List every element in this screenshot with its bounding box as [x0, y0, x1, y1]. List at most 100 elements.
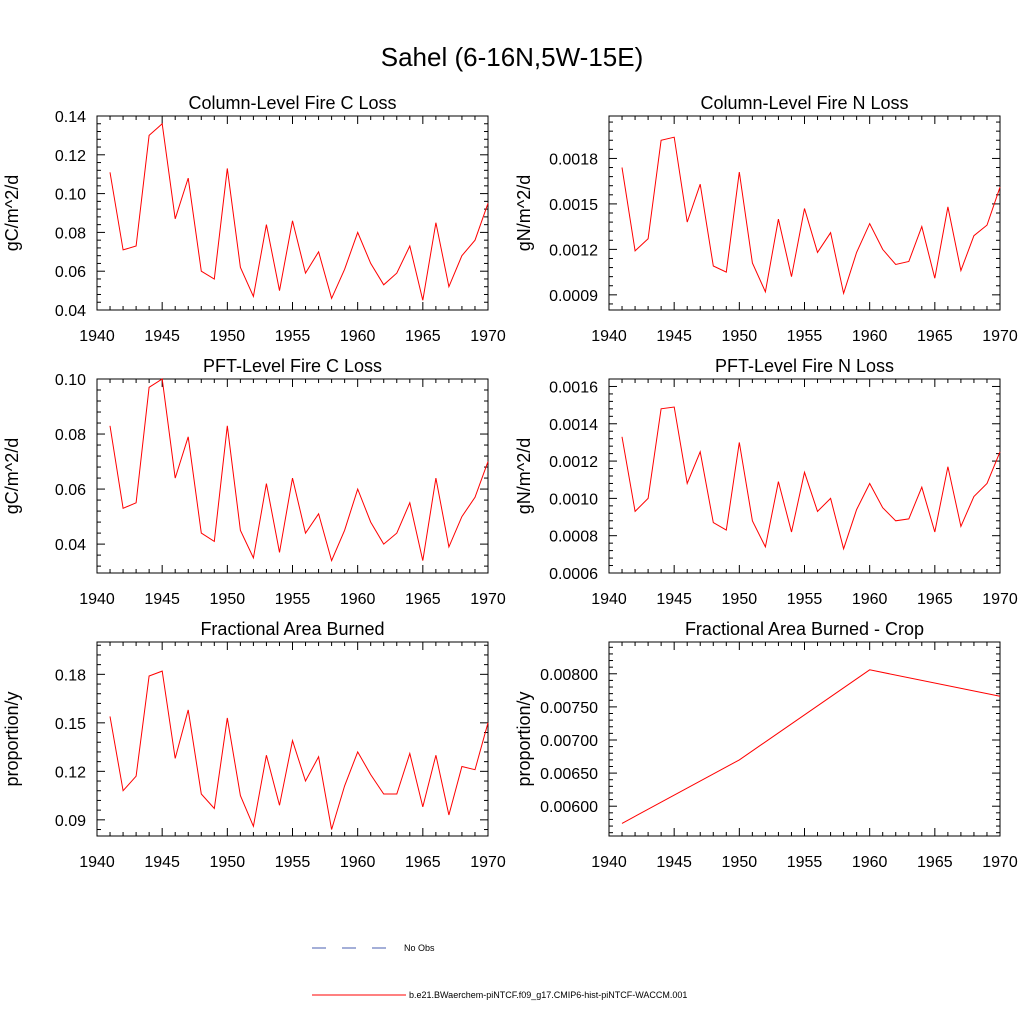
- x-tick-label: 1945: [144, 591, 180, 608]
- series-line: [109, 378, 489, 563]
- x-tick-label: 1945: [656, 854, 692, 871]
- x-tick-label: 1945: [144, 854, 180, 871]
- y-tick-label: 0.0012: [549, 242, 598, 259]
- x-tick-label: 1970: [982, 591, 1018, 608]
- y-tick-label: 0.0006: [549, 566, 598, 583]
- y-tick-label: 0.08: [55, 427, 86, 444]
- panel-title: Column-Level Fire C Loss: [188, 93, 396, 113]
- x-tick-label: 1965: [917, 854, 953, 871]
- x-tick-label: 1960: [852, 591, 888, 608]
- panel-6: Fractional Area Burned - Crop proportion/…: [514, 619, 1018, 871]
- x-tick-label: 1950: [722, 328, 758, 345]
- y-axis-label: gC/m^2/d: [2, 175, 22, 251]
- y-tick-label: 0.06: [55, 264, 86, 281]
- x-tick-label: 1940: [591, 591, 627, 608]
- y-tick-label: 0.08: [55, 225, 86, 242]
- y-tick-label: 0.14: [55, 109, 86, 126]
- series-line: [621, 406, 1001, 551]
- y-tick-label: 0.00600: [540, 799, 598, 816]
- y-tick-label: 0.12: [55, 764, 86, 781]
- y-tick-label: 0.04: [55, 537, 86, 554]
- x-tick-label: 1960: [852, 328, 888, 345]
- x-tick-label: 1960: [340, 591, 376, 608]
- y-tick-label: 0.06: [55, 482, 86, 499]
- x-tick-label: 1960: [340, 854, 376, 871]
- y-tick-label: 0.00650: [540, 766, 598, 783]
- y-tick-label: 0.04: [55, 303, 86, 320]
- x-tick-label: 1970: [982, 854, 1018, 871]
- x-tick-label: 1955: [787, 591, 823, 608]
- y-tick-label: 0.12: [55, 148, 86, 165]
- y-tick-label: 0.00750: [540, 700, 598, 717]
- x-tick-label: 1970: [470, 591, 506, 608]
- series-line: [109, 670, 489, 830]
- x-tick-label: 1950: [210, 854, 246, 871]
- x-tick-label: 1965: [405, 328, 441, 345]
- x-tick-label: 1955: [275, 328, 311, 345]
- panel-4: PFT-Level Fire N Loss gN/m^2/d 1940 1945 195…: [514, 356, 1018, 608]
- series-line: [621, 669, 1001, 824]
- plot-frame: [96, 115, 489, 311]
- panels: Column-Level Fire C Loss gC/m^2/d 1940 1945…: [2, 93, 1018, 871]
- x-tick-label: 1950: [722, 591, 758, 608]
- x-tick-label: 1940: [79, 328, 115, 345]
- plot-frame: [608, 115, 1001, 311]
- x-tick-label: 1950: [210, 328, 246, 345]
- y-tick-label: 0.0012: [549, 454, 598, 471]
- y-axis-label: gN/m^2/d: [514, 438, 534, 514]
- y-tick-label: 0.00800: [540, 667, 598, 684]
- x-tick-label: 1960: [852, 854, 888, 871]
- panel-title: PFT-Level Fire N Loss: [715, 356, 894, 376]
- y-tick-label: 0.15: [55, 716, 86, 733]
- legend-label-no-obs: No Obs: [404, 943, 435, 953]
- figure-title: Sahel (6-16N,5W-15E): [381, 42, 644, 72]
- panel-title: Fractional Area Burned: [200, 619, 384, 639]
- series-line: [109, 122, 489, 301]
- y-tick-label: 0.0010: [549, 491, 598, 508]
- y-tick-label: 0.0008: [549, 529, 598, 546]
- x-tick-label: 1955: [275, 591, 311, 608]
- x-tick-label: 1950: [210, 591, 246, 608]
- panel-title: Column-Level Fire N Loss: [700, 93, 908, 113]
- y-tick-label: 0.0018: [549, 151, 598, 168]
- x-tick-label: 1955: [787, 854, 823, 871]
- panel-5: Fractional Area Burned proportion/y 1940 19…: [2, 619, 506, 871]
- x-tick-label: 1960: [340, 328, 376, 345]
- y-tick-label: 0.0009: [549, 288, 598, 305]
- x-tick-label: 1965: [405, 854, 441, 871]
- x-tick-label: 1955: [787, 328, 823, 345]
- y-tick-label: 0.0015: [549, 197, 598, 214]
- x-tick-label: 1965: [405, 591, 441, 608]
- x-tick-label: 1940: [591, 854, 627, 871]
- panel-title: PFT-Level Fire C Loss: [203, 356, 382, 376]
- series-line: [621, 136, 1001, 296]
- x-tick-label: 1970: [470, 328, 506, 345]
- legend-label-model: b.e21.BWaerchem-piNTCF.f09_g17.CMIP6-his…: [409, 990, 687, 1000]
- x-tick-label: 1955: [275, 854, 311, 871]
- y-tick-label: 0.00700: [540, 733, 598, 750]
- y-axis-label: proportion/y: [514, 691, 534, 786]
- y-tick-label: 0.0014: [549, 417, 598, 434]
- x-tick-label: 1950: [722, 854, 758, 871]
- plot-frame: [96, 378, 489, 574]
- x-tick-label: 1970: [470, 854, 506, 871]
- x-tick-label: 1970: [982, 328, 1018, 345]
- x-tick-label: 1965: [917, 328, 953, 345]
- panel-2: Column-Level Fire N Loss gN/m^2/d 1940 1945…: [514, 93, 1018, 345]
- y-axis-label: proportion/y: [2, 691, 22, 786]
- y-tick-label: 0.18: [55, 667, 86, 684]
- y-tick-label: 0.10: [55, 187, 86, 204]
- panel-3: PFT-Level Fire C Loss gC/m^2/d 1940 1945 195…: [2, 356, 506, 608]
- x-tick-label: 1945: [656, 591, 692, 608]
- x-tick-label: 1945: [656, 328, 692, 345]
- y-axis-label: gC/m^2/d: [2, 438, 22, 514]
- x-tick-label: 1945: [144, 328, 180, 345]
- legend: No Obs b.e21.BWaerchem-piNTCF.f09_g17.CM…: [312, 943, 687, 1000]
- x-tick-label: 1940: [79, 854, 115, 871]
- y-tick-label: 0.09: [55, 813, 86, 830]
- x-tick-label: 1940: [591, 328, 627, 345]
- y-tick-label: 0.0016: [549, 379, 598, 396]
- panel-1: Column-Level Fire C Loss gC/m^2/d 1940 1945…: [2, 93, 506, 345]
- plot-frame: [608, 641, 1001, 837]
